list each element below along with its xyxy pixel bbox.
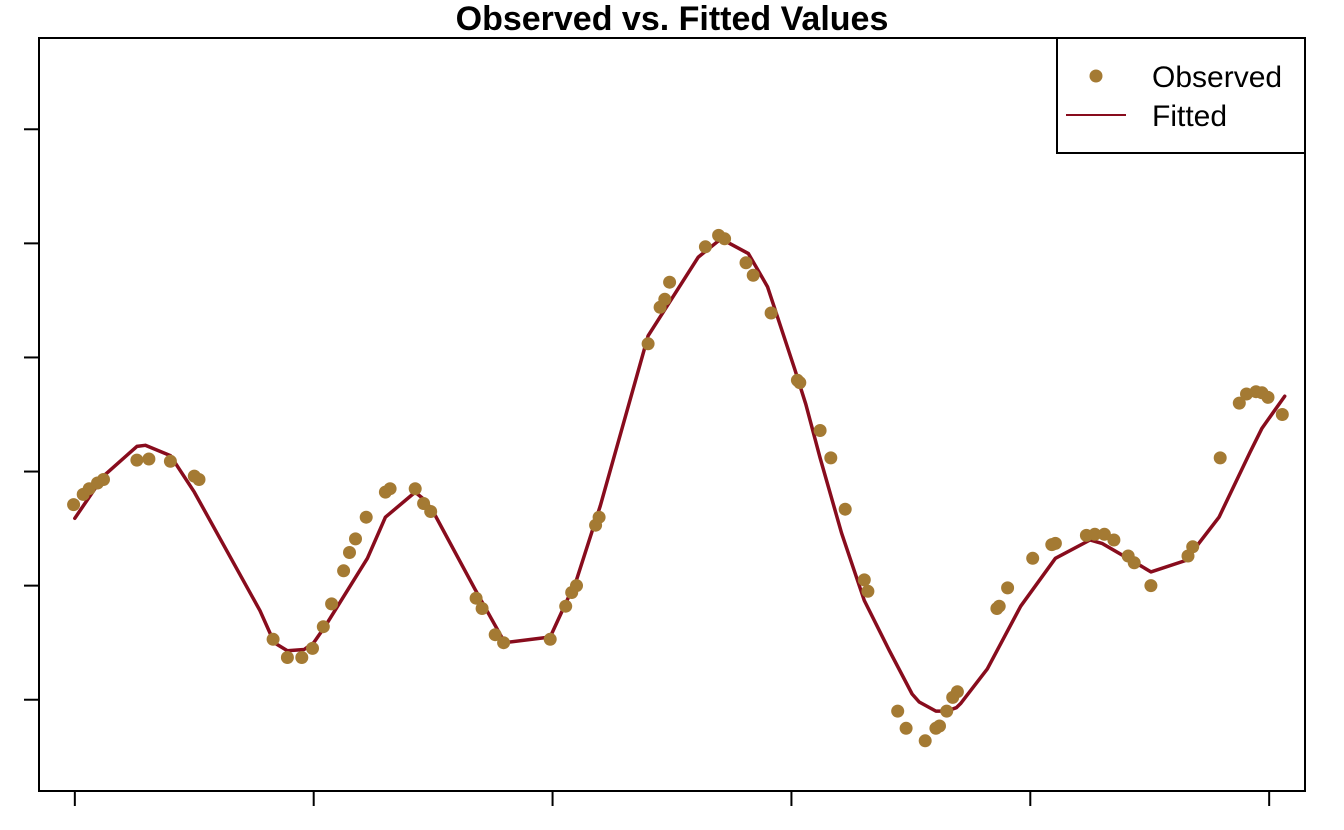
legend-observed-marker xyxy=(1089,69,1103,83)
observed-point xyxy=(1107,533,1121,547)
observed-point xyxy=(1097,527,1111,541)
observed-point xyxy=(343,546,356,559)
observed-point xyxy=(559,599,573,613)
observed-point xyxy=(746,268,760,282)
observed-point xyxy=(497,636,511,650)
observed-point xyxy=(325,597,339,611)
observed-point xyxy=(950,685,964,699)
observed-point xyxy=(940,704,954,718)
observed-point xyxy=(142,452,156,466)
observed-point xyxy=(861,584,875,598)
observed-point xyxy=(1186,540,1200,554)
axes xyxy=(24,128,1271,806)
observed-point xyxy=(1275,408,1289,421)
observed-point xyxy=(824,451,838,465)
observed-point xyxy=(992,599,1006,613)
observed-point xyxy=(295,651,309,664)
observed-point xyxy=(933,719,946,733)
observed-point xyxy=(918,734,932,748)
observed-point xyxy=(592,510,606,524)
observed-point xyxy=(1026,551,1040,565)
observed-point xyxy=(475,602,489,615)
observed-point xyxy=(280,651,294,664)
observed-point xyxy=(838,502,852,516)
observed-point xyxy=(97,473,110,486)
observed-point xyxy=(192,473,206,486)
observed-point xyxy=(570,579,583,593)
legend-observed-label: Observed xyxy=(1152,61,1282,94)
observed-point xyxy=(891,704,905,718)
observed-point xyxy=(658,292,672,306)
fitted-line xyxy=(73,237,1287,713)
observed-point xyxy=(1232,396,1246,410)
observed-point xyxy=(337,564,351,578)
observed-point xyxy=(163,454,177,468)
observed-point xyxy=(543,632,557,646)
observed-point xyxy=(1127,556,1141,570)
observed-point xyxy=(306,641,319,655)
observed-point xyxy=(359,510,373,524)
observed-point xyxy=(266,632,280,646)
observed-point xyxy=(424,505,438,518)
observed-point xyxy=(718,232,732,246)
observed-point xyxy=(793,376,807,390)
observed-point xyxy=(349,532,362,546)
observed-point xyxy=(1144,579,1158,593)
observed-point xyxy=(316,620,330,634)
observed-point xyxy=(1213,451,1227,465)
observed-point xyxy=(488,628,502,642)
observed-point xyxy=(1088,527,1102,541)
observed-point xyxy=(739,256,753,270)
observed-point xyxy=(383,482,397,496)
legend-fitted-label: Fitted xyxy=(1152,100,1227,133)
observed-point xyxy=(1261,390,1275,404)
observed-point xyxy=(67,498,81,512)
legend-box xyxy=(1056,37,1306,154)
observed-point xyxy=(698,240,712,254)
observed-points xyxy=(67,228,1289,748)
observed-point xyxy=(899,721,913,735)
observed-point xyxy=(408,482,422,496)
fitted-layer xyxy=(73,237,1287,713)
observed-point xyxy=(130,453,144,467)
plot-frame xyxy=(38,37,1306,792)
observed-point xyxy=(663,275,677,289)
observed-point xyxy=(1001,581,1015,595)
observed-point xyxy=(813,424,827,437)
legend: Observed Fitted xyxy=(1056,37,1306,154)
observed-point xyxy=(1048,536,1062,550)
chart-title: Observed vs. Fitted Values xyxy=(456,0,889,38)
observed-point xyxy=(469,591,483,605)
observed-point xyxy=(641,337,655,351)
observed-point xyxy=(857,573,871,587)
observed-point xyxy=(764,306,778,320)
